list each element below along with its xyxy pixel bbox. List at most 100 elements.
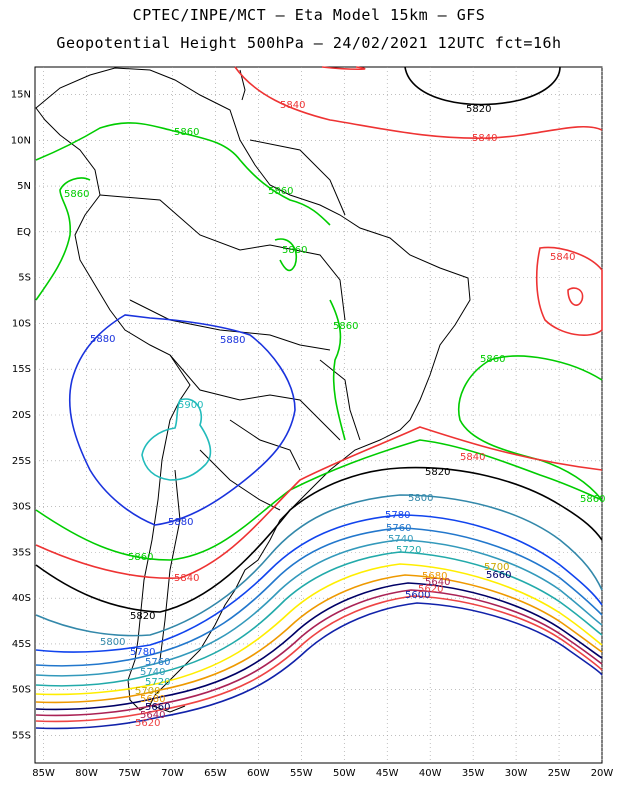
lat-tick-label: 5N (17, 181, 31, 192)
chart-subtitle: Geopotential Height 500hPa – 24/02/2021 … (56, 34, 562, 52)
lat-tick-label: 15S (12, 364, 31, 375)
contour-label: 5840 (174, 573, 199, 584)
contour-5860-d (329, 299, 346, 441)
lon-tick-label: 50W (333, 768, 356, 779)
contour-label: 5840 (280, 100, 305, 111)
lon-tick-label: 55W (290, 768, 313, 779)
contour-label: 5820 (466, 104, 491, 115)
lat-tick-label: 25S (12, 456, 31, 467)
lat-tick-label: 10N (11, 135, 31, 146)
contour-label: 5840 (472, 133, 497, 144)
contour-5860-north (35, 122, 331, 226)
contour-label: 5720 (145, 677, 170, 688)
contour-5860-west (35, 177, 91, 301)
lon-tick-label: 20W (591, 768, 614, 779)
contour-5860-c (274, 238, 297, 272)
contour-label: 5840 (550, 252, 575, 263)
contour-5840-ne (234, 66, 603, 140)
contour-label: 5860 (282, 245, 307, 256)
contour-5840-east (535, 246, 603, 336)
lon-tick-label: 30W (505, 768, 528, 779)
contour-label: 5680 (422, 571, 447, 582)
contour-label: 5820 (130, 611, 155, 622)
coastline (35, 67, 471, 713)
contour-label: 5880 (168, 517, 193, 528)
contour-5840-east-inner (567, 287, 584, 306)
contour-label: 5700 (484, 562, 509, 573)
contour-label: 5820 (425, 467, 450, 478)
lat-tick-label: 45S (12, 639, 31, 650)
chart-title: CPTEC/INPE/MCT – Eta Model 15km – GFS (132, 6, 486, 24)
lon-tick-label: 35W (462, 768, 485, 779)
contour-label: 5800 (408, 493, 433, 504)
contour-5660 (35, 582, 603, 711)
contour-label: 5900 (178, 400, 203, 411)
contour-5760 (35, 527, 603, 667)
lon-tick-label: 65W (204, 768, 227, 779)
contour-label: 5640 (425, 577, 450, 588)
contour-label: 5660 (486, 570, 511, 581)
contour-label: 5880 (220, 335, 245, 346)
lat-tick-label: 40S (12, 593, 31, 604)
contour-label: 5780 (130, 647, 155, 658)
contour-label: 5760 (386, 523, 411, 534)
lon-tick-label: 75W (118, 768, 141, 779)
lat-tick-label: 35S (12, 547, 31, 558)
contour-label: 5860 (580, 494, 605, 505)
lon-tick-label: 45W (376, 768, 399, 779)
contour-5640 (35, 589, 603, 717)
contour-label: 5660 (145, 702, 170, 713)
lon-tick-label: 25W (548, 768, 571, 779)
contour-label: 5640 (140, 710, 165, 721)
lon-tick-label: 85W (32, 768, 55, 779)
lon-tick-label: 70W (161, 768, 184, 779)
contour-5600 (35, 602, 603, 730)
contour-label: 5620 (418, 584, 443, 595)
lat-tick-label: 15N (11, 89, 31, 100)
contour-5680 (35, 574, 603, 704)
contour-label: 5860 (268, 186, 293, 197)
contour-label: 5720 (396, 545, 421, 556)
contour-label: 5700 (135, 686, 160, 697)
contour-5900 (141, 398, 212, 481)
lon-tick-label: 80W (75, 768, 98, 779)
contour-labels: 5840 5820 5840 5860 5860 5860 5860 5860 … (64, 100, 605, 729)
contour-5780 (35, 514, 603, 653)
contour-5840-south (35, 426, 603, 579)
contour-5800 (35, 494, 603, 637)
contour-label: 5740 (140, 667, 165, 678)
contour-5720 (35, 551, 603, 687)
contour-label: 5740 (388, 534, 413, 545)
lat-tick-label: 50S (12, 685, 31, 696)
lat-tick-label: 30S (12, 502, 31, 513)
contour-label: 5840 (460, 452, 485, 463)
contour-label: 5780 (385, 510, 410, 521)
contour-5860-south (35, 439, 603, 561)
lat-tick-label: EQ (17, 227, 31, 238)
contour-5820-south (35, 466, 603, 613)
lon-tick-label: 40W (419, 768, 442, 779)
map-frame (34, 66, 603, 764)
contour-label: 5860 (128, 552, 153, 563)
contour-5880 (68, 314, 296, 526)
lat-tick-label: 5S (18, 273, 31, 284)
contour-label: 5880 (90, 334, 115, 345)
contour-lines (35, 66, 603, 730)
contour-5700 (35, 563, 603, 696)
contour-label: 5620 (135, 718, 160, 729)
grid-lines (35, 67, 603, 763)
contour-label: 5760 (145, 657, 170, 668)
contour-5860-east (458, 355, 603, 501)
contour-5740 (35, 539, 603, 677)
contour-5620 (35, 595, 603, 723)
lat-tick-label: 55S (12, 731, 31, 742)
contour-label: 5860 (64, 189, 89, 200)
contour-label: 5860 (333, 321, 358, 332)
contour-label: 5800 (100, 637, 125, 648)
lat-tick-label: 10S (12, 318, 31, 329)
contour-label: 5860 (480, 354, 505, 365)
lat-tick-label: 20S (12, 410, 31, 421)
contour-5840-n (321, 66, 366, 71)
contour-label: 5860 (174, 127, 199, 138)
